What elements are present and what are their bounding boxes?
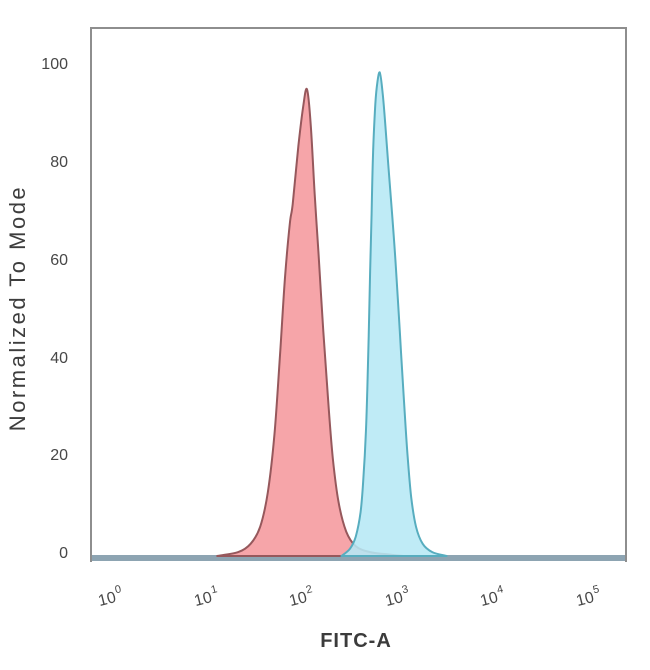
red-peak-curve: [216, 87, 405, 557]
y-tick-label: 0: [59, 545, 68, 562]
x-tick-label: 105: [574, 583, 601, 610]
y-axis-tick-labels: 0 20 40 60 80 100: [0, 0, 80, 670]
cyan-peak-curve: [340, 71, 448, 557]
x-axis-tick-labels: 100 101 102 103 104 105: [0, 582, 650, 622]
y-tick-label: 100: [41, 56, 68, 74]
y-tick-label: 40: [50, 349, 68, 367]
x-tick-label: 104: [478, 583, 505, 610]
x-tick-label: 103: [383, 583, 410, 610]
x-axis-title: FITC-A: [320, 630, 392, 652]
x-tick-label: 100: [96, 583, 123, 610]
y-tick-label: 60: [50, 251, 68, 269]
x-tick-label: 102: [287, 583, 314, 610]
y-tick-label: 80: [50, 154, 68, 172]
plot-area: [90, 27, 627, 562]
y-tick-label: 20: [50, 447, 68, 465]
histogram-svg: [92, 71, 625, 561]
x-tick-label: 101: [192, 583, 219, 610]
